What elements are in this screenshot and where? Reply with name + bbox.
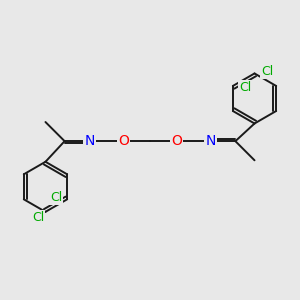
Text: N: N [205,134,215,148]
Text: O: O [118,134,129,148]
Text: Cl: Cl [261,64,273,78]
Text: Cl: Cl [32,211,44,224]
Text: Cl: Cl [50,191,62,204]
Text: Cl: Cl [239,81,251,94]
Text: O: O [171,134,182,148]
Text: N: N [85,134,95,148]
